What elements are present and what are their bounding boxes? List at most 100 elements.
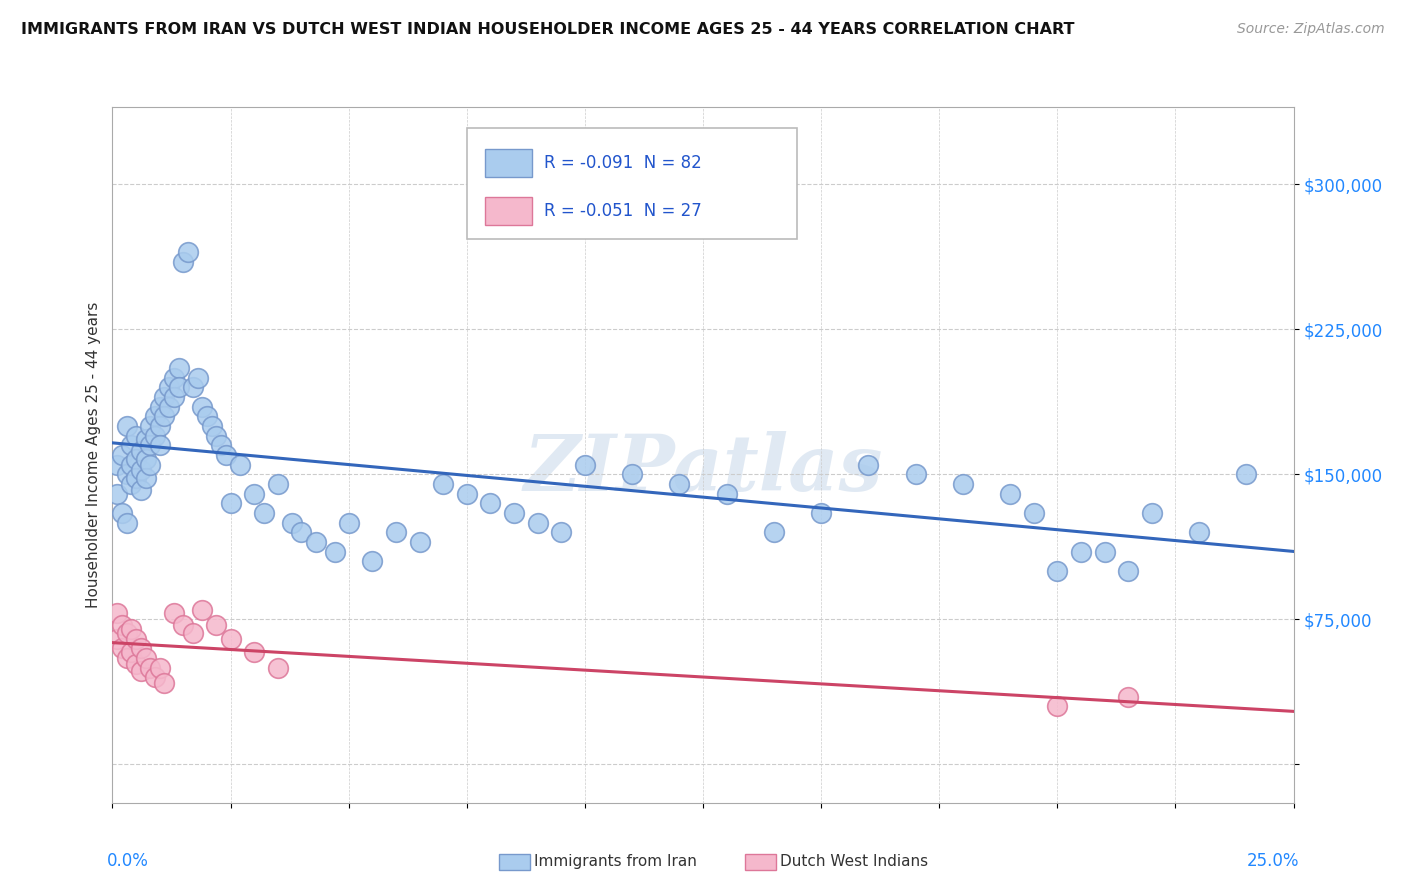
Point <box>135 451 157 466</box>
Point <box>385 525 408 540</box>
Point <box>149 660 172 674</box>
Point <box>135 471 157 485</box>
Point <box>952 476 974 491</box>
Point <box>105 607 128 621</box>
Point <box>998 486 1021 500</box>
Point <box>153 676 176 690</box>
Point <box>267 476 290 491</box>
Point <box>716 486 738 500</box>
Point <box>120 476 142 491</box>
Point <box>1070 544 1092 558</box>
Point <box>120 458 142 472</box>
Point <box>115 516 138 530</box>
Point <box>115 625 138 640</box>
Point <box>526 516 548 530</box>
Point <box>621 467 644 482</box>
Point <box>115 418 138 433</box>
Point <box>205 428 228 442</box>
Point <box>281 516 304 530</box>
Point <box>181 625 204 640</box>
Point <box>135 651 157 665</box>
Bar <box>485 149 531 177</box>
Point <box>243 645 266 659</box>
Point <box>163 607 186 621</box>
Point <box>1116 564 1139 578</box>
Point <box>149 400 172 414</box>
Point <box>323 544 346 558</box>
Point <box>125 428 148 442</box>
Point <box>177 244 200 259</box>
Point <box>243 486 266 500</box>
Point <box>139 660 162 674</box>
Point <box>125 471 148 485</box>
Point <box>139 458 162 472</box>
Point <box>172 618 194 632</box>
Point <box>167 380 190 394</box>
Point <box>1046 699 1069 714</box>
Point <box>153 409 176 424</box>
Point <box>139 438 162 452</box>
Text: IMMIGRANTS FROM IRAN VS DUTCH WEST INDIAN HOUSEHOLDER INCOME AGES 25 - 44 YEARS : IMMIGRANTS FROM IRAN VS DUTCH WEST INDIA… <box>21 22 1074 37</box>
Text: 25.0%: 25.0% <box>1247 852 1299 870</box>
Point <box>163 390 186 404</box>
Point <box>503 506 526 520</box>
Point <box>129 483 152 497</box>
Point <box>129 665 152 679</box>
Point <box>186 370 208 384</box>
Point <box>337 516 360 530</box>
Point <box>143 428 166 442</box>
Point <box>205 618 228 632</box>
Point <box>904 467 927 482</box>
Point <box>153 390 176 404</box>
Point <box>1046 564 1069 578</box>
Text: Dutch West Indians: Dutch West Indians <box>780 855 928 869</box>
Point <box>105 632 128 646</box>
Point <box>361 554 384 568</box>
Point <box>129 444 152 458</box>
Point <box>1140 506 1163 520</box>
Point <box>149 438 172 452</box>
Point <box>1188 525 1211 540</box>
Point <box>139 418 162 433</box>
Point <box>191 602 214 616</box>
Text: ZIPatlas: ZIPatlas <box>523 431 883 507</box>
Point <box>219 496 242 510</box>
Point <box>111 448 134 462</box>
Text: Source: ZipAtlas.com: Source: ZipAtlas.com <box>1237 22 1385 37</box>
Point <box>201 418 224 433</box>
Point <box>229 458 252 472</box>
Point <box>172 254 194 268</box>
Point <box>157 380 180 394</box>
Point <box>129 463 152 477</box>
Point <box>267 660 290 674</box>
Point <box>163 370 186 384</box>
Point <box>115 651 138 665</box>
Point <box>111 506 134 520</box>
Point <box>105 486 128 500</box>
Point <box>111 641 134 656</box>
Point <box>479 496 502 510</box>
Point <box>143 670 166 684</box>
Point <box>1234 467 1257 482</box>
Point <box>181 380 204 394</box>
Point <box>215 448 238 462</box>
Bar <box>485 197 531 226</box>
Point <box>135 433 157 447</box>
Point <box>668 476 690 491</box>
Point <box>1022 506 1045 520</box>
Point <box>219 632 242 646</box>
Point <box>432 476 454 491</box>
Text: R = -0.051  N = 27: R = -0.051 N = 27 <box>544 202 702 220</box>
Point <box>157 400 180 414</box>
Point <box>253 506 276 520</box>
Point <box>408 534 430 549</box>
Point <box>1116 690 1139 704</box>
Point <box>125 451 148 466</box>
Point <box>125 632 148 646</box>
Point <box>129 641 152 656</box>
Text: R = -0.091  N = 82: R = -0.091 N = 82 <box>544 153 702 171</box>
Point <box>115 467 138 482</box>
Point <box>195 409 218 424</box>
FancyBboxPatch shape <box>467 128 797 239</box>
Point <box>149 418 172 433</box>
